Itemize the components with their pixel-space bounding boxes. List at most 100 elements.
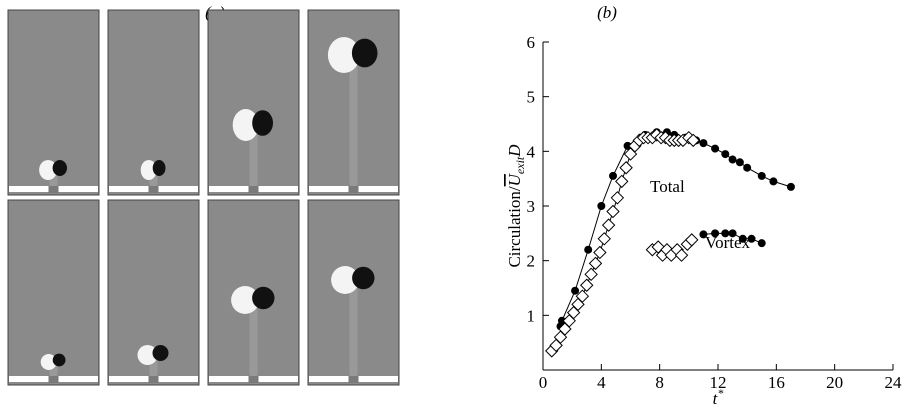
nozzle <box>148 375 159 383</box>
point <box>786 182 795 191</box>
point <box>580 278 594 292</box>
point <box>738 234 747 243</box>
nozzle <box>248 375 259 383</box>
x-axis-label: t* <box>713 386 724 408</box>
point <box>597 232 611 246</box>
point <box>685 233 699 247</box>
stem <box>249 300 258 376</box>
point <box>686 133 700 148</box>
point <box>584 267 598 282</box>
point <box>699 230 708 239</box>
blob-black <box>152 160 166 176</box>
x-tick-label: 20 <box>826 373 843 392</box>
point <box>721 150 730 159</box>
point <box>584 245 593 254</box>
point <box>571 286 580 295</box>
blob-black <box>351 38 378 68</box>
point <box>623 141 632 150</box>
x-tick-label: 0 <box>539 373 548 392</box>
x-tick-label: 12 <box>710 373 727 392</box>
nozzle <box>348 375 359 383</box>
image-frame <box>207 9 300 196</box>
y-label-symbol: U <box>505 172 524 186</box>
nozzle <box>48 185 59 193</box>
blob-white <box>39 160 58 180</box>
stem <box>249 125 258 186</box>
point <box>619 161 633 175</box>
point <box>721 229 730 238</box>
image-frame <box>7 199 100 386</box>
y-tick-label: 2 <box>527 252 536 271</box>
nozzle <box>348 185 359 193</box>
blob-black <box>252 110 273 136</box>
point <box>728 229 737 238</box>
y-axis-label: Circulation/UexitD <box>505 144 527 268</box>
point <box>728 155 737 164</box>
point <box>588 256 603 271</box>
point <box>711 229 720 238</box>
x-label-symbol: t <box>713 389 719 408</box>
image-frame <box>307 199 400 386</box>
annotation: Total <box>650 177 685 196</box>
point <box>747 234 756 243</box>
y-tick-label: 1 <box>527 306 536 325</box>
point <box>575 289 590 303</box>
point <box>610 191 625 205</box>
image-frame <box>107 9 200 196</box>
point <box>769 177 778 186</box>
stem <box>149 355 158 376</box>
image-frame <box>107 199 200 386</box>
blob-white <box>140 160 157 180</box>
point <box>757 239 766 248</box>
blob-black <box>52 160 67 176</box>
point <box>674 248 689 262</box>
nozzle <box>48 375 59 383</box>
series-line <box>560 131 792 327</box>
x-tick-label: 4 <box>597 373 606 392</box>
point <box>757 171 766 180</box>
blob-black <box>352 266 375 290</box>
point <box>601 218 616 232</box>
image-frame <box>307 9 400 196</box>
point <box>699 139 708 148</box>
y-tick-label: 4 <box>527 142 536 161</box>
panel-label: (b) <box>597 3 617 22</box>
blob-black <box>152 345 169 361</box>
blob-white <box>231 286 260 314</box>
point <box>711 144 720 153</box>
frame <box>7 199 100 386</box>
blob-black <box>252 286 275 310</box>
point <box>606 204 620 219</box>
y-label-prefix: Circulation/ <box>505 186 524 267</box>
stem <box>49 362 58 376</box>
panel-b: (b) Total Vortex 0 4 8 12 16 20 24123456t*Circ… <box>505 3 902 408</box>
point <box>743 163 752 172</box>
stem <box>349 280 358 376</box>
stem <box>349 55 358 186</box>
y-label-suffix: D <box>505 144 524 158</box>
y-tick-label: 5 <box>527 88 536 107</box>
y-tick-label: 3 <box>527 197 536 216</box>
y-label-sub: exit <box>513 156 527 174</box>
point <box>609 171 617 180</box>
x-label-sup: * <box>717 386 723 400</box>
blob-white <box>137 345 158 365</box>
stem <box>49 170 58 186</box>
point <box>615 174 629 189</box>
nozzle <box>148 185 159 193</box>
y-tick-label: 6 <box>527 33 536 52</box>
blob-black <box>52 353 66 367</box>
x-tick-label: 24 <box>885 373 903 392</box>
image-frame <box>7 9 100 196</box>
blob-white <box>331 266 360 294</box>
point <box>597 202 606 210</box>
x-tick-label: 8 <box>655 373 664 392</box>
blob-white <box>327 37 360 73</box>
panel-a <box>7 9 400 386</box>
point <box>735 158 744 167</box>
stem <box>149 170 158 186</box>
blob-white <box>232 109 259 141</box>
point <box>557 316 566 325</box>
nozzle <box>248 185 259 193</box>
